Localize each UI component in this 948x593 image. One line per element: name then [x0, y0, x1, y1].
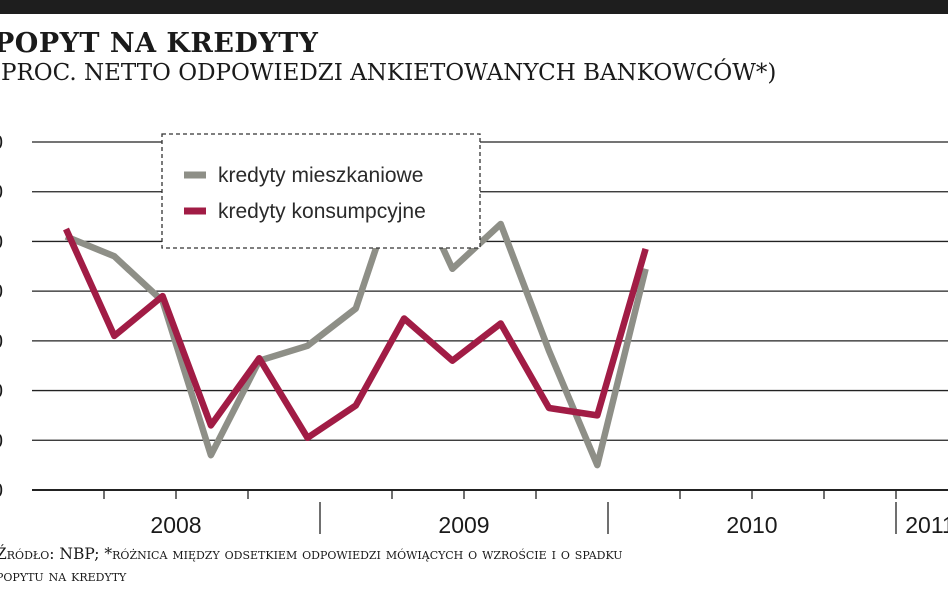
y-tick-label: 40 — [0, 132, 3, 154]
year-label: 2008 — [150, 512, 201, 538]
year-label: 2009 — [438, 512, 489, 538]
source-line-2: popytu na kredyty — [0, 567, 127, 585]
chart-subtitle: (PROC. NETTO ODPOWIEDZI ANKIETOWANYCH BA… — [0, 60, 777, 86]
legend-label: kredyty mieszkaniowe — [218, 164, 423, 187]
chart-title: POPYT NA KREDYTY — [0, 28, 319, 59]
legend-box — [161, 133, 481, 249]
y-tick-label: -40 — [0, 331, 3, 353]
y-tick-label: -80 — [0, 430, 3, 452]
source-line-1: Źródło: NBP; *różnica między odsetkiem o… — [0, 545, 623, 563]
legend-label: kredyty konsumpcyjne — [218, 200, 426, 223]
series-line-konsumpcyjne — [63, 227, 649, 442]
line-chart: 40 20 0 -20 -40 -60 -80 -100 2008 2009 2010 2011 kre… — [0, 132, 948, 538]
y-tick-label: -20 — [0, 281, 3, 303]
year-label: 2011 — [905, 512, 948, 538]
year-label: 2010 — [726, 512, 777, 538]
source-note: Źródło: NBP; *różnica między odsetkiem o… — [0, 543, 948, 587]
y-tick-label: -60 — [0, 381, 3, 403]
y-tick-label: 0 — [0, 231, 3, 253]
y-tick-label: 20 — [0, 182, 3, 204]
top-bar — [0, 0, 948, 14]
y-tick-label: -100 — [0, 480, 3, 502]
